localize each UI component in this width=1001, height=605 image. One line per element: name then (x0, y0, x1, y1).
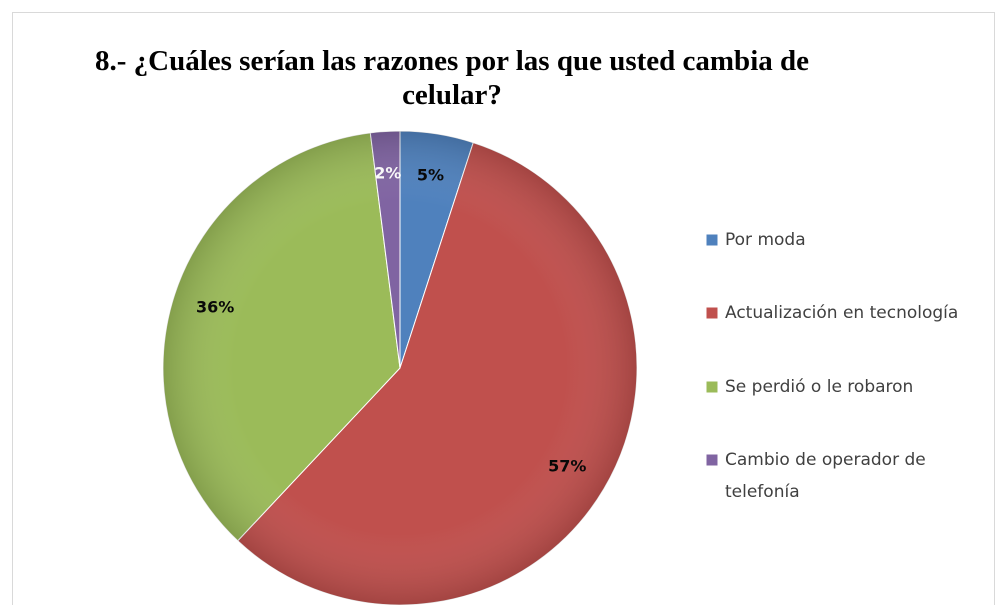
legend-label: Actualización en tecnología (725, 303, 958, 323)
data-label: 57% (548, 456, 586, 475)
legend-swatch (705, 453, 719, 467)
pie: 5% 57% 36% 2% (162, 130, 638, 605)
legend-swatch (705, 233, 719, 247)
data-label: 2% (374, 164, 401, 183)
legend-label: Se perdió o le robaron (725, 377, 913, 397)
data-label: 5% (417, 166, 444, 185)
data-label: 36% (196, 297, 234, 316)
legend-label: Cambio de operador de telefonía (725, 450, 926, 502)
legend-label: Por moda (725, 230, 806, 250)
legend: Por moda Actualización en tecnología Se pe… (705, 230, 958, 502)
legend-swatch (705, 306, 719, 320)
chart-title: 8.- ¿Cuáles serían las razones por las q… (95, 45, 809, 111)
legend-swatch (705, 380, 719, 394)
